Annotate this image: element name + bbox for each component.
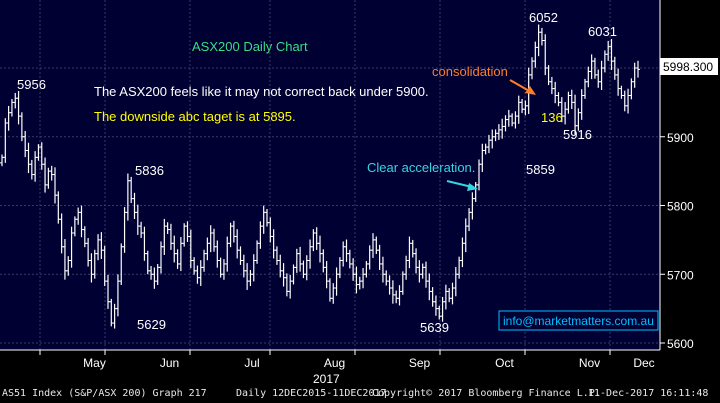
label-high-jun: 5836 (135, 163, 164, 178)
label-high-oct: 6052 (529, 10, 558, 25)
y-tick-label: 5700 (667, 268, 694, 282)
footer-copyright: Copyright© 2017 Bloomberg Finance L.P. (372, 388, 601, 399)
x-tick-label: Oct (495, 356, 514, 370)
website-label: info@marketmatters.com.au (503, 314, 654, 328)
footer-bar: AS51 Index (S&P/ASX 200) Graph 217 Daily… (0, 384, 720, 403)
label-acceleration: Clear acceleration. (367, 160, 475, 175)
label-low-nov: 5916 (563, 127, 592, 142)
acceleration-arrow-head (467, 183, 478, 191)
chart-title: ASX200 Daily Chart (192, 39, 308, 54)
label-range: 136 (541, 110, 563, 125)
label-low-sep: 5639 (420, 320, 449, 335)
price-bar (636, 60, 640, 78)
x-tick-label: Sep (409, 356, 431, 370)
y-tick-label: 5600 (667, 337, 694, 351)
website-box (498, 310, 659, 331)
consolidation-arrow-head (525, 86, 536, 95)
x-axis-year-label: 2017 (313, 372, 340, 386)
acceleration-arrow (446, 180, 473, 188)
comment-line-1: The ASX200 feels like it may not correct… (94, 84, 429, 99)
label-consolidation: consolidation (432, 64, 508, 79)
x-tick-label: Jul (244, 356, 259, 370)
last-price-label: 5998.300 (663, 60, 713, 74)
label-high-may: 5956 (17, 77, 46, 92)
x-tick-label: May (83, 356, 106, 370)
axes: 5600 5700 5800 5900 May Jun Jul Aug Sep Oct Nov Dec (0, 0, 694, 370)
label-low-jun: 5629 (137, 317, 166, 332)
footer-timestamp: 11-Dec-2017 16:11:48 (588, 388, 709, 399)
footer-range: Daily 12DEC2015-11DEC2017 (236, 388, 387, 399)
comment-line-2: The downside abc taget is at 5895. (94, 109, 296, 124)
price-bars (0, 24, 640, 329)
x-tick-label: Jun (160, 356, 179, 370)
last-price-box (660, 58, 718, 75)
x-tick-label: Dec (633, 356, 654, 370)
y-tick-label: 5800 (667, 200, 694, 214)
x-tick-label: Aug (324, 356, 345, 370)
y-tick-label: 5900 (667, 131, 694, 145)
label-high-nov: 6031 (588, 24, 617, 39)
x-tick-label: Nov (579, 356, 600, 370)
label-low-oct: 5859 (526, 162, 555, 177)
footer-ticker: AS51 Index (S&P/ASX 200) Graph 217 (2, 388, 207, 399)
